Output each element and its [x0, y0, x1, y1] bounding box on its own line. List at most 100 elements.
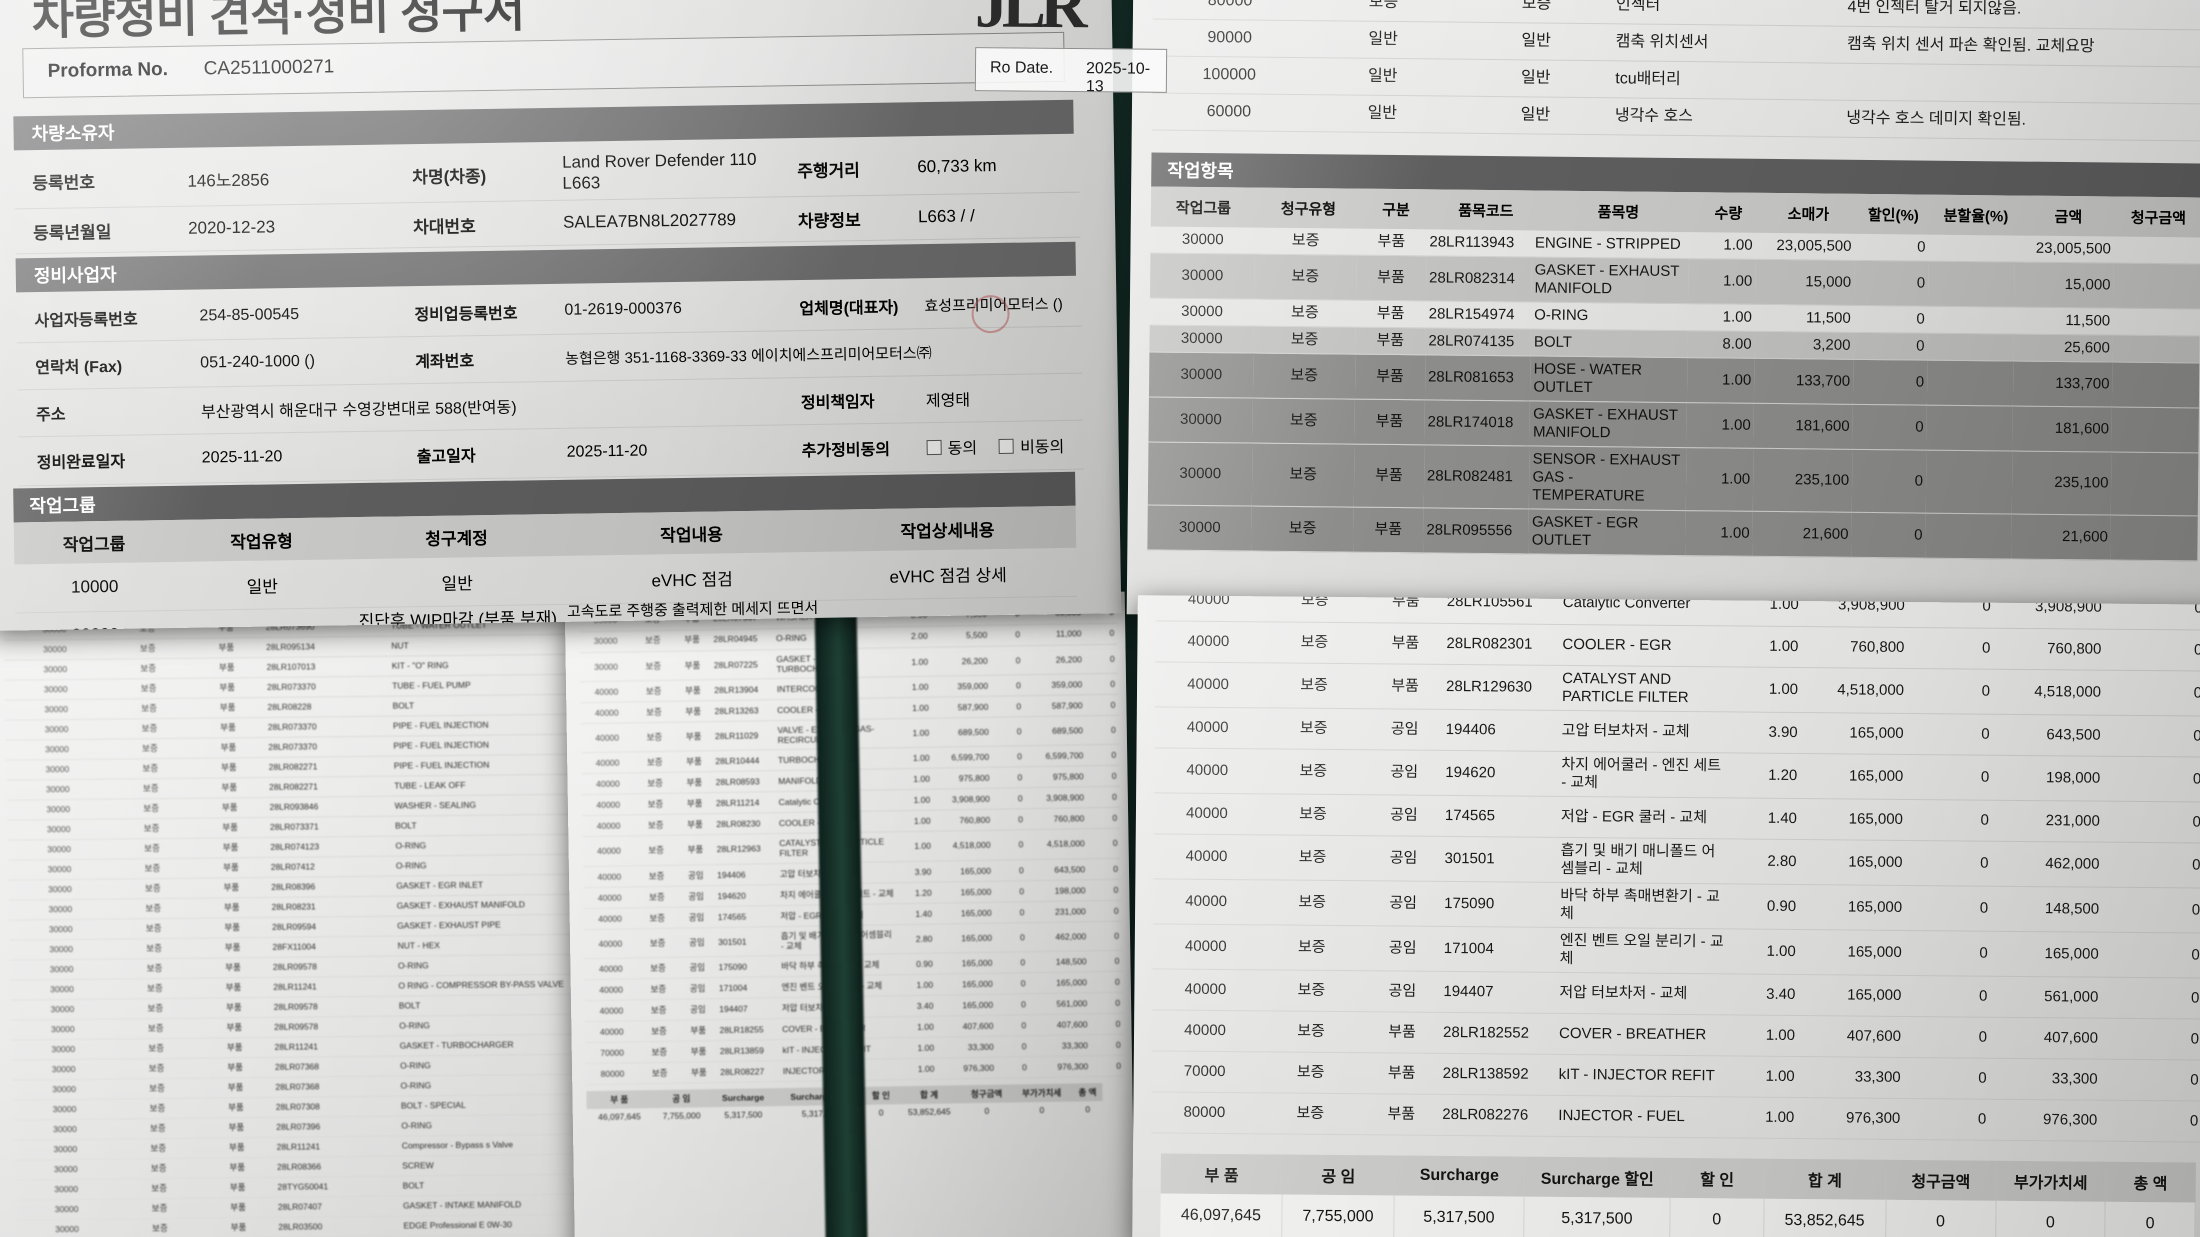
sl-kind: 부품: [225, 982, 242, 993]
sl-code: 28LR07368: [275, 1081, 320, 1092]
sl-kind: 부품: [224, 942, 241, 953]
sr-group: 40000: [598, 938, 623, 949]
sl-group: 30000: [46, 823, 71, 835]
sr-disc: 0: [1021, 1041, 1027, 1052]
sr-amount: 165,000: [1056, 977, 1087, 988]
sr-qty: 1.00: [916, 979, 934, 990]
wi-qty: 1.00: [1722, 272, 1753, 290]
wil-retail: 976,300: [1846, 1108, 1901, 1127]
sr-amount: 26,200: [1055, 653, 1082, 665]
sr-disc: 0: [1018, 864, 1024, 875]
wil-code: 301501: [1444, 849, 1495, 867]
sr-claim: 보증: [645, 685, 662, 696]
wil-code: 171004: [1443, 939, 1494, 957]
sr-totals-value: 7,755,000: [662, 1110, 701, 1121]
sr-code: 194407: [719, 1003, 748, 1014]
sl-group: 30000: [50, 983, 74, 995]
wil-disc: 0: [1982, 639, 1991, 657]
sr-qty: 1.40: [915, 908, 933, 919]
totals-value: 0: [1885, 1199, 1996, 1237]
sr-billed: 0: [1110, 678, 1116, 689]
consent-disagree-checkbox[interactable]: [998, 438, 1015, 454]
sl-code: 28LR11241: [274, 1041, 319, 1052]
sl-code: 28LR09578: [273, 1001, 318, 1012]
sr-kind: 공임: [689, 983, 706, 994]
wil-kind: 부품: [1387, 1063, 1416, 1082]
workgroup-tail-table: 70000보증보증요소수 인젝터 킷트요소수 인젝터 킷트 리뉴파트 누락800…: [1151, 0, 2200, 141]
sl-claim: 보증: [150, 1142, 167, 1154]
sr-amount: 33,300: [1061, 1040, 1088, 1051]
sl-group: 30000: [51, 1063, 76, 1075]
wi-split: [1928, 235, 2015, 262]
wil-group: 40000: [1184, 1021, 1226, 1039]
wgtail-detail: 냉각수 호스 데미지 확인됨.: [1846, 109, 2027, 129]
shop-row-1-value-1: 051-240-1000 (): [200, 352, 316, 372]
sr-qty: 1.00: [913, 773, 930, 785]
wi-billed: [2112, 362, 2199, 408]
wil-kind: 부품: [1391, 676, 1419, 695]
sr-group: 40000: [597, 845, 621, 857]
sr-disc: 0: [1019, 885, 1025, 896]
sr-billed: 0: [1115, 997, 1121, 1008]
wil-kind: 부품: [1387, 1104, 1416, 1123]
wi-disc: 0: [1916, 337, 1925, 355]
wil-amount: 407,600: [2043, 1028, 2099, 1047]
sr-totals-value: 0: [878, 1107, 884, 1118]
sl-kind: 부품: [220, 742, 237, 753]
sl-code: 28TYG50041: [277, 1181, 329, 1192]
sl-claim: 보증: [151, 1182, 168, 1194]
totals-value: 5,317,500: [1393, 1195, 1525, 1237]
wi-split: [1926, 450, 2013, 514]
sl-claim: 보증: [144, 882, 161, 894]
wil-code: 28LR082276: [1442, 1105, 1529, 1124]
sl-claim: 보증: [146, 962, 163, 974]
sl-kind: 부품: [223, 902, 240, 913]
wg-r1-group: 20000: [15, 610, 176, 631]
sl-group: 30000: [50, 1003, 75, 1015]
wi-code: 28LR082481: [1426, 467, 1513, 486]
sr-kind: 공임: [687, 869, 704, 881]
wil-group: 40000: [1186, 718, 1229, 736]
sr-billed: 0: [1109, 653, 1115, 664]
sl-kind: 부품: [230, 1222, 247, 1233]
sl-kind: 부품: [223, 882, 240, 893]
sr-amount: 359,000: [1051, 679, 1083, 690]
sr-group: 40000: [595, 732, 620, 743]
consent-agree-checkbox[interactable]: [926, 439, 942, 455]
wi-disc: 0: [1914, 472, 1924, 490]
sl-group: 30000: [53, 1163, 78, 1175]
wil-qty: 1.40: [1767, 809, 1798, 827]
wil-retail: 165,000: [1848, 852, 1903, 871]
wil-name: COVER - BREATHER: [1558, 1024, 1707, 1043]
wi-retail: 11,500: [1805, 309, 1851, 327]
sr-qty: 1.20: [915, 887, 932, 898]
wil-kind: 공임: [1389, 893, 1418, 912]
owner-band-label: 차량소유자: [31, 122, 115, 145]
sl-code: 28LR093846: [269, 801, 319, 812]
wi-split: [1928, 261, 2015, 307]
totals-value: 46,097,645: [1160, 1193, 1283, 1237]
sr-amount: 4,518,000: [1046, 838, 1085, 850]
sl-code: 28LR08228: [267, 701, 312, 712]
wi-col-2: 구분: [1382, 201, 1410, 219]
wi-col-8: 분할율(%): [1943, 207, 2009, 225]
wil-code: 28LR129630: [1446, 677, 1533, 696]
sr-group: 40000: [594, 707, 619, 718]
wil-retail: 165,000: [1848, 809, 1904, 828]
sr-amount: 643,500: [1054, 863, 1086, 875]
totals-value: 53,852,645: [1763, 1198, 1886, 1237]
sr-group: 40000: [596, 799, 621, 811]
sr-claim: 보증: [650, 962, 666, 974]
sr-amount: 975,800: [1052, 771, 1084, 782]
sr-claim: 보증: [647, 778, 664, 789]
wgtail-kind: 일반: [1521, 32, 1551, 50]
sr-code: 28LR04945: [713, 633, 758, 645]
sr-group: 40000: [599, 984, 624, 995]
sr-code: 28LR12963: [716, 843, 761, 855]
sl-group: 30000: [52, 1103, 77, 1115]
wgtail-name: 캠축 위치센서: [1615, 33, 1709, 52]
shop-rows: 사업자등록번호 254-85-00545 정비업등록번호 01-2619-000…: [16, 279, 1085, 487]
sr-billed: 0: [1110, 724, 1116, 735]
wi-retail: 21,600: [1802, 525, 1849, 543]
totals-col: 합 계: [1807, 1173, 1842, 1191]
